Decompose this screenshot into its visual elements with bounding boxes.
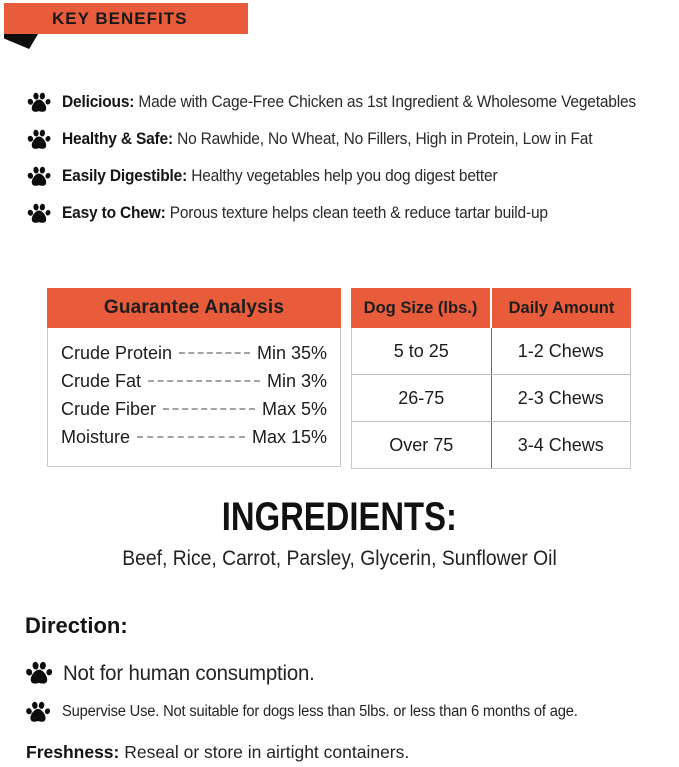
benefit-label: Healthy & Safe: [62,130,173,148]
paw-icon [26,661,53,684]
direction-text: Not for human consumption. [63,660,315,685]
benefit-detail: Made with Cage-Free Chicken as 1st Ingre… [138,93,636,111]
nutrient-name: Moisture [61,427,131,447]
key-benefits-title: KEY BENEFITS [52,8,188,28]
ingredients-title: INGREDIENTS: [221,495,458,539]
daily-amount-table: Dog Size (lbs.) Daily Amount 5 to 25 1-2… [351,288,631,469]
paw-icon [26,701,51,722]
dashed-leader [163,408,255,410]
table-row: 26-75 2-3 Chews [352,374,630,421]
nutrient-value: Min 35% [256,343,327,363]
dashed-leader [148,380,260,382]
guarantee-analysis-body: Crude Protein Min 35% Crude Fat Min 3% C… [47,328,341,467]
freshness-label: Freshness: [26,742,120,762]
daily-amount-cell: 3-4 Chews [517,434,604,455]
column-header-daily-amount: Daily Amount [490,288,631,328]
paw-icon [27,166,51,186]
benefit-label: Easily Digestible: [62,167,188,185]
direction-text: Supervise Use. Not suitable for dogs les… [62,703,578,720]
daily-amount-cell: 1-2 Chews [517,340,604,361]
daily-amount-body: 5 to 25 1-2 Chews 26-75 2-3 Chews Over 7… [351,328,631,469]
guarantee-analysis-title: Guarantee Analysis [103,297,285,318]
daily-amount-header-row: Dog Size (lbs.) Daily Amount [351,288,631,328]
nutrient-name: Crude Fat [61,371,142,391]
benefit-text: Easy to Chew: Porous texture helps clean… [62,204,548,223]
table-row: Crude Fiber Max 5% [61,399,327,427]
benefit-text: Delicious: Made with Cage-Free Chicken a… [62,93,636,112]
list-item: Delicious: Made with Cage-Free Chicken a… [27,84,673,121]
dog-size-cell: 5 to 25 [352,328,492,374]
daily-amount-cell: 2-3 Chews [517,387,604,408]
dog-size-cell: Over 75 [352,422,492,468]
list-item: Easy to Chew: Porous texture helps clean… [27,195,673,232]
list-item: Easily Digestible: Healthy vegetables he… [27,158,673,195]
dashed-leader [179,352,250,354]
table-row: 5 to 25 1-2 Chews [352,328,630,374]
benefits-list: Delicious: Made with Cage-Free Chicken a… [27,84,673,232]
benefit-text: Easily Digestible: Healthy vegetables he… [62,167,498,186]
column-header-dog-size: Dog Size (lbs.) [351,288,490,328]
freshness-text: Reseal or store in airtight containers. [124,742,410,762]
table-row: Crude Fat Min 3% [61,371,327,399]
guarantee-analysis-header: Guarantee Analysis [47,288,341,328]
benefit-detail: No Rawhide, No Wheat, No Fillers, High i… [177,130,593,148]
benefit-label: Easy to Chew: [62,204,166,222]
nutrient-name: Crude Fiber [61,399,157,419]
table-row: Over 75 3-4 Chews [352,421,630,468]
benefit-label: Delicious: [62,93,135,111]
benefit-detail: Healthy vegetables help you dog digest b… [191,167,498,185]
paw-icon [27,203,51,223]
list-item: Supervise Use. Not suitable for dogs les… [25,698,605,726]
banner-fold-ribbon [4,34,38,49]
table-row: Moisture Max 15% [61,427,327,455]
nutrient-name: Crude Protein [61,343,173,363]
direction-title: Direction: [25,613,128,638]
list-item: Healthy & Safe: No Rawhide, No Wheat, No… [27,121,673,158]
nutrient-value: Min 3% [266,371,327,391]
paw-icon [27,129,51,149]
key-benefits-banner: KEY BENEFITS [4,3,248,34]
freshness-note: Freshness: Reseal or store in airtight c… [26,739,409,765]
benefit-detail: Porous texture helps clean teeth & reduc… [169,204,548,222]
list-item: Not for human consumption. [25,658,328,688]
dashed-leader [137,436,245,438]
ingredients-section: INGREDIENTS: Beef, Rice, Carrot, Parsley… [0,494,679,573]
dog-size-cell: 26-75 [352,375,492,421]
nutrient-value: Max 5% [261,399,327,419]
ingredients-list: Beef, Rice, Carrot, Parsley, Glycerin, S… [122,547,557,570]
table-row: Crude Protein Min 35% [61,343,327,371]
paw-icon [27,92,51,112]
benefit-text: Healthy & Safe: No Rawhide, No Wheat, No… [62,130,593,149]
nutrient-value: Max 15% [251,427,327,447]
guarantee-analysis-table: Guarantee Analysis Crude Protein Min 35%… [47,288,341,467]
